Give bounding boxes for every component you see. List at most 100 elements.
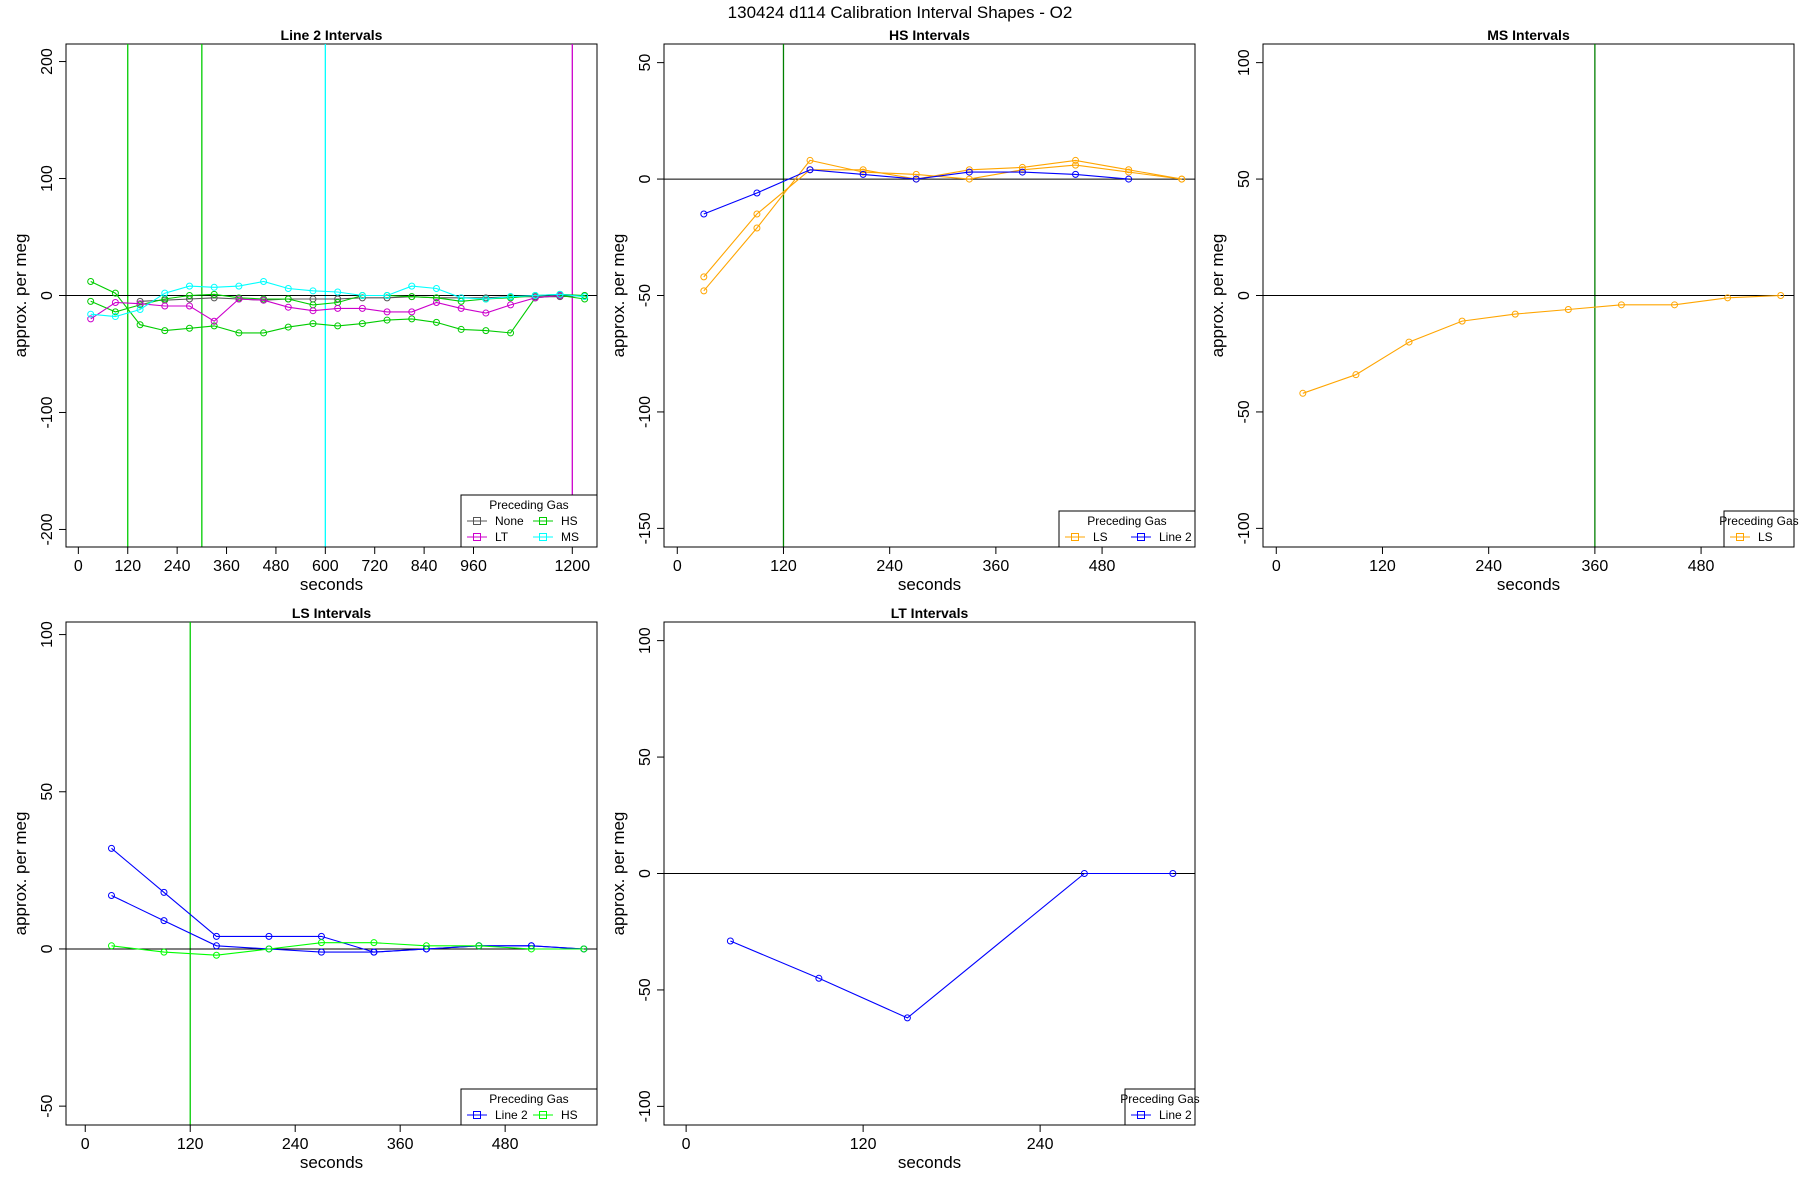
- data-point: [753, 189, 761, 197]
- legend-title: Preceding Gas: [489, 1092, 568, 1106]
- data-point: [482, 309, 490, 317]
- series-lt: [87, 292, 564, 325]
- x-tick-label: 360: [387, 1136, 414, 1153]
- data-point: [210, 317, 218, 325]
- panel-ms-intervals: MS Intervals 0 120 240 360 480 seconds -100 -50 0…: [1208, 27, 1799, 594]
- data-point: [160, 948, 168, 956]
- y-tick-label: -200: [39, 513, 56, 545]
- data-point: [859, 170, 867, 178]
- x-tick-label: 0: [81, 1136, 90, 1153]
- y-tick-label: -50: [637, 978, 654, 1001]
- y-tick-label: 50: [39, 783, 56, 801]
- data-point: [160, 888, 168, 896]
- data-point: [107, 844, 115, 852]
- legend-marker: [1137, 533, 1145, 541]
- x-tick-label: 240: [1475, 558, 1502, 575]
- data-point: [1511, 310, 1519, 318]
- data-point: [531, 292, 539, 299]
- series-ms: [87, 277, 589, 321]
- panel-hs-intervals: HS Intervals 0 120 240 360 480 seconds -150 -100…: [609, 27, 1196, 594]
- data-point: [859, 166, 867, 174]
- data-point: [383, 316, 391, 324]
- y-axis-label: approx. per meg: [11, 812, 30, 936]
- y-axis-label: approx. per meg: [11, 234, 30, 358]
- series-line: [90, 293, 585, 313]
- data-point: [527, 945, 535, 953]
- y-axis: -200 -100 0 100 200 approx. per meg: [11, 48, 67, 545]
- y-axis: -100 -50 0 50 100 approx. per meg: [1208, 49, 1264, 544]
- y-tick-label: 0: [637, 869, 654, 878]
- series-line: [703, 159, 1182, 278]
- data-point: [507, 329, 515, 337]
- data-point: [334, 322, 342, 330]
- y-tick-label: 200: [39, 48, 56, 75]
- series-line: [1302, 294, 1781, 394]
- legend-label: Line 2: [1159, 1108, 1192, 1122]
- data-point: [185, 292, 193, 299]
- legend-label: HS: [561, 1108, 578, 1122]
- x-tick-label: 240: [164, 558, 191, 575]
- data-point: [309, 287, 317, 295]
- data-point: [965, 168, 973, 176]
- legend: Preceding Gas LS: [1719, 510, 1799, 548]
- data-point: [87, 297, 95, 305]
- data-point: [507, 301, 515, 309]
- data-point: [107, 942, 115, 950]
- data-point: [457, 325, 465, 333]
- data-point: [753, 224, 761, 232]
- data-point: [161, 289, 169, 297]
- plot-frame: [65, 621, 598, 1126]
- data-point: [1299, 389, 1307, 397]
- legend-marker: [539, 1111, 547, 1119]
- data-point: [408, 293, 416, 301]
- data-point: [111, 289, 119, 297]
- y-tick-label: -50: [637, 284, 654, 307]
- y-tick-label: 0: [1236, 291, 1253, 300]
- y-tick-label: 100: [39, 165, 56, 192]
- legend-marker: [1736, 533, 1744, 541]
- series-line: [703, 159, 1182, 292]
- data-point: [965, 175, 973, 183]
- x-axis-label: seconds: [898, 575, 961, 594]
- figure-title: 130424 d114 Calibration Interval Shapes …: [728, 3, 1073, 22]
- data-point: [1724, 294, 1732, 302]
- legend-label: HS: [561, 514, 578, 528]
- x-tick-label: 480: [263, 558, 290, 575]
- x-tick-label: 0: [74, 558, 83, 575]
- x-tick-label: 360: [213, 558, 240, 575]
- data-point: [284, 303, 292, 311]
- legend: Preceding Gas Line 2 HS: [460, 1088, 598, 1126]
- data-point: [753, 210, 761, 218]
- legend-entry-line-2: Line 2: [467, 1108, 528, 1122]
- y-axis: -100 -50 0 50 100 approx. per meg: [609, 627, 665, 1122]
- legend: Preceding Gas LS Line 2: [1058, 510, 1196, 548]
- legend-entry-none: None: [467, 514, 524, 528]
- data-point: [408, 308, 416, 316]
- x-axis: 0 120 240 seconds: [682, 1124, 1054, 1172]
- data-point: [408, 315, 416, 323]
- y-tick-label: 0: [39, 291, 56, 300]
- legend-marker: [473, 517, 481, 525]
- legend-entry-ls: LS: [1065, 530, 1108, 544]
- y-tick-label: 0: [637, 175, 654, 184]
- data-point: [284, 284, 292, 292]
- data-point: [475, 942, 483, 950]
- data-point: [309, 320, 317, 328]
- data-point: [212, 942, 220, 950]
- data-point: [1125, 168, 1133, 176]
- x-axis: 0 120 240 360 480 seconds: [673, 546, 1116, 594]
- data-point: [358, 304, 366, 312]
- data-point: [210, 322, 218, 330]
- panel-title: Line 2 Intervals: [281, 27, 383, 43]
- data-point: [370, 948, 378, 956]
- series-ls: [1299, 292, 1785, 397]
- x-axis-label: seconds: [300, 1153, 363, 1172]
- data-point: [265, 932, 273, 940]
- data-point: [87, 315, 95, 323]
- data-point: [160, 917, 168, 925]
- series-line: [90, 280, 585, 318]
- x-tick-label: 480: [1089, 558, 1116, 575]
- legend-label: Line 2: [495, 1108, 528, 1122]
- data-point: [1018, 163, 1026, 171]
- data-point: [383, 294, 391, 302]
